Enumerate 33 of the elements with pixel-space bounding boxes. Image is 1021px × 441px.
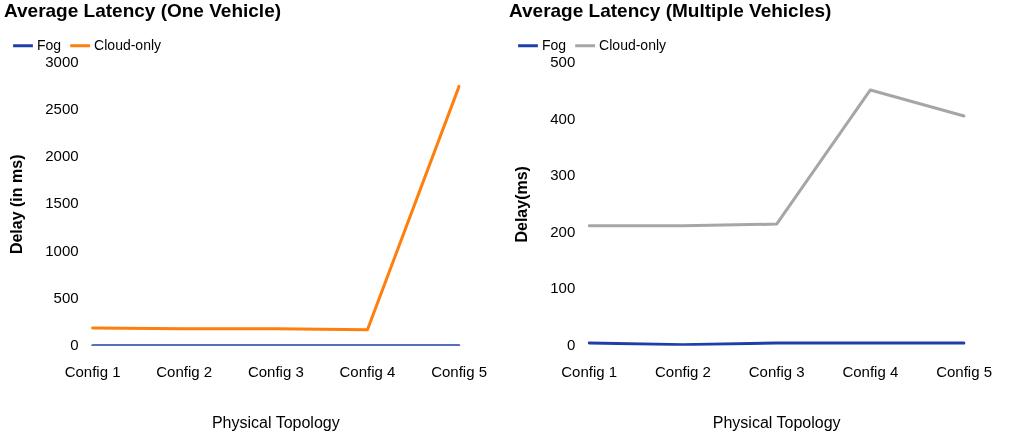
y-tick-label: 1500: [45, 194, 79, 212]
y-tick-label: 200: [550, 222, 576, 240]
x-tick-label: Config 2: [156, 362, 213, 380]
x-axis-title: Physical Topology: [211, 413, 340, 431]
x-tick-label: Config 3: [748, 362, 805, 380]
chart-title: Average Latency (One Vehicle): [4, 0, 282, 21]
x-tick-label: Config 4: [339, 362, 396, 380]
y-tick-label: 500: [550, 52, 576, 70]
x-tick-label: Config 1: [64, 362, 121, 380]
y-axis-title: Delay(ms): [513, 166, 531, 243]
y-tick-label: 2000: [45, 147, 79, 165]
chart-title: Average Latency (Multiple Vehicles): [509, 0, 832, 21]
y-tick-label: 3000: [45, 52, 79, 70]
x-tick-label: Config 1: [561, 362, 618, 380]
legend-label: Cloud-only: [599, 36, 667, 53]
y-tick-label: 2500: [45, 100, 79, 118]
y-tick-label: 0: [566, 335, 576, 353]
y-tick-label: 0: [70, 335, 79, 353]
legend-label: Fog: [37, 36, 62, 53]
x-tick-label: Config 5: [936, 362, 992, 380]
y-tick-label: 1000: [45, 241, 79, 259]
y-tick-label: 500: [53, 288, 79, 306]
x-tick-label: Config 4: [842, 362, 899, 380]
y-axis-title: Delay (in ms): [8, 154, 26, 255]
y-tick-label: 400: [550, 109, 576, 127]
x-tick-label: Config 5: [431, 362, 487, 380]
x-tick-label: Config 2: [655, 362, 711, 380]
y-tick-label: 100: [550, 279, 576, 297]
legend-label: Cloud-only: [94, 36, 162, 53]
y-tick-label: 300: [550, 166, 576, 184]
legend-label: Fog: [542, 36, 567, 53]
x-tick-label: Config 3: [247, 362, 304, 380]
x-axis-title: Physical Topology: [712, 413, 841, 431]
